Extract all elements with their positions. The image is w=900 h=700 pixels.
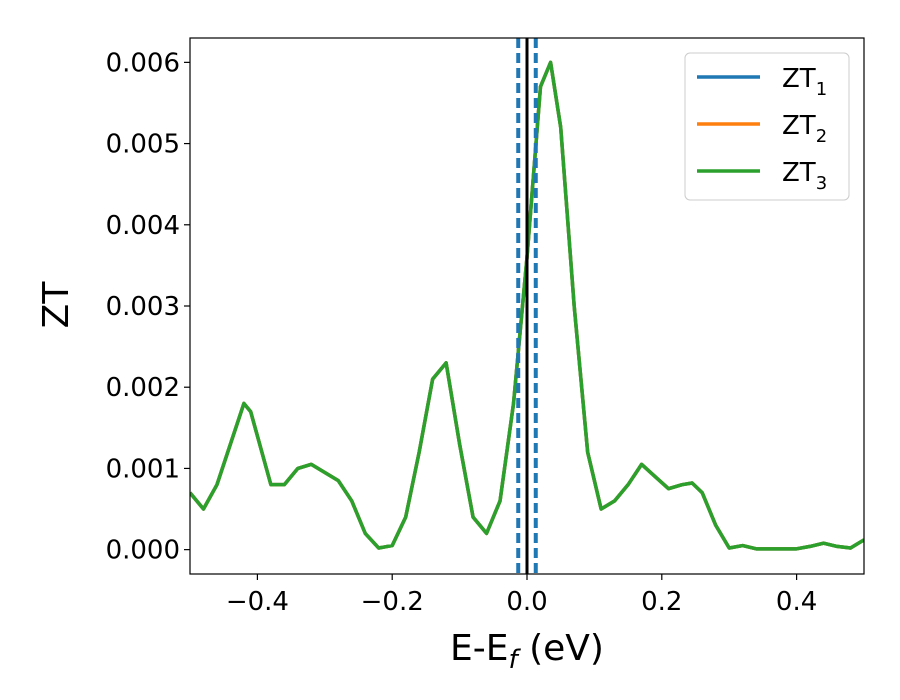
x-tick-label: −0.2 (361, 587, 424, 617)
x-axis: −0.4 −0.2 0.0 0.2 0.4 (226, 574, 817, 617)
y-tick-label: 0.001 (106, 454, 180, 484)
y-axis-label: ZT (36, 281, 77, 329)
x-axis-label: E-Ef (eV) (450, 628, 604, 675)
x-tick-label: 0.2 (641, 587, 682, 617)
legend: ZT1 ZT2 ZT3 (684, 52, 850, 201)
plot-content (190, 38, 864, 574)
legend-label-zt2: ZT2 (782, 111, 827, 147)
x-tick-label: −0.4 (226, 587, 289, 617)
x-tick-label: 0.0 (506, 587, 547, 617)
y-axis: 0.000 0.001 0.002 0.003 0.004 0.005 0.006 (106, 48, 190, 566)
y-tick-label: 0.000 (106, 536, 180, 566)
y-tick-label: 0.006 (106, 48, 180, 78)
legend-box (684, 52, 850, 201)
y-tick-label: 0.005 (106, 130, 180, 160)
x-tick-label: 0.4 (776, 587, 817, 617)
y-tick-label: 0.004 (106, 211, 180, 241)
legend-label-zt1: ZT1 (782, 64, 827, 100)
y-tick-label: 0.003 (106, 292, 180, 322)
legend-label-zt3: ZT3 (782, 158, 827, 194)
y-tick-label: 0.002 (106, 373, 180, 403)
